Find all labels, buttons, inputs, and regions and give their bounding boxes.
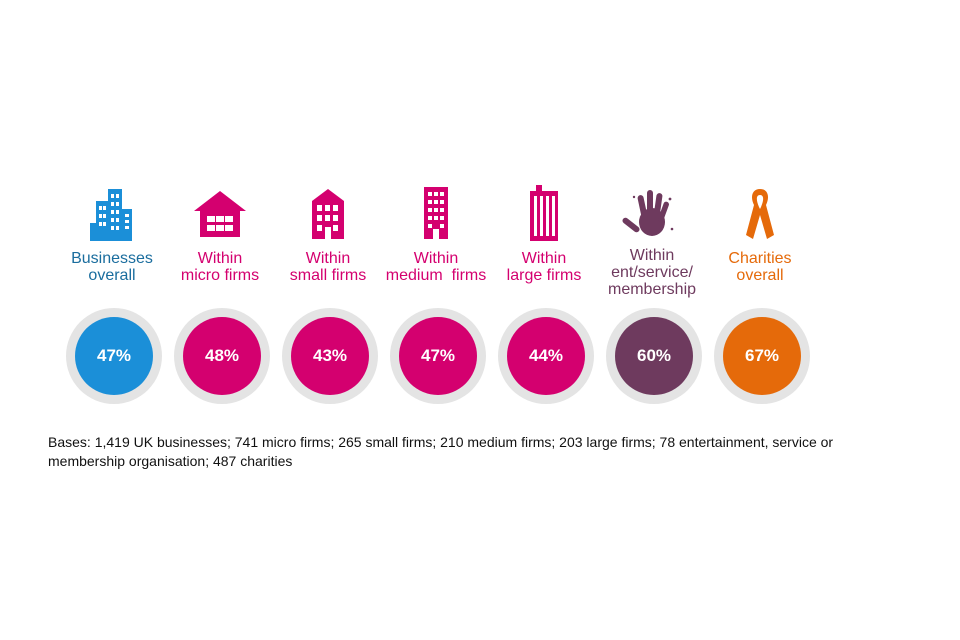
label-line: Within <box>413 250 459 267</box>
value-disc: 43% <box>291 317 369 395</box>
label-line: medium firms <box>385 267 487 284</box>
hand-print-icon <box>622 185 682 243</box>
label-line: Businesses <box>71 250 153 267</box>
category-label: Within medium firms <box>376 250 496 304</box>
value-disc: 44% <box>507 317 585 395</box>
category-label: Within ent/service/ membership <box>592 247 712 301</box>
value-ring: 43% <box>282 308 378 404</box>
office-building-icon <box>82 185 142 243</box>
column-businesses-overall: Businesses overall 47% <box>58 185 166 415</box>
value-ring: 60% <box>606 308 702 404</box>
value-ring: 48% <box>174 308 270 404</box>
bases-note: Bases: 1,419 UK businesses; 741 micro fi… <box>48 434 834 469</box>
value-disc: 47% <box>399 317 477 395</box>
house-icon <box>190 185 250 243</box>
category-label: Businesses overall <box>52 250 172 304</box>
value-ring: 47% <box>66 308 162 404</box>
label-line: Within <box>197 250 243 267</box>
category-label: Within small firms <box>268 250 388 304</box>
column-micro-firms: Within micro firms 48% <box>166 185 274 415</box>
value-ring: 44% <box>498 308 594 404</box>
value-disc: 67% <box>723 317 801 395</box>
tower-icon <box>514 185 574 243</box>
label-line: overall <box>736 267 784 284</box>
value-ring: 67% <box>714 308 810 404</box>
value-ring: 47% <box>390 308 486 404</box>
label-line: ent/service/ <box>611 264 693 281</box>
value-disc: 60% <box>615 317 693 395</box>
chart-columns: Businesses overall 47% Within micro firm… <box>58 185 818 415</box>
column-large-firms: Within large firms 44% <box>490 185 598 415</box>
category-label: Within micro firms <box>160 250 280 304</box>
label-line: Within <box>521 250 567 267</box>
medium-building-icon <box>406 185 466 243</box>
value-disc: 48% <box>183 317 261 395</box>
column-small-firms: Within small firms 43% <box>274 185 382 415</box>
label-line: Charities <box>728 250 792 267</box>
category-label: Within large firms <box>484 250 604 304</box>
value-disc: 47% <box>75 317 153 395</box>
label-line: large firms <box>506 267 582 284</box>
label-line: micro firms <box>180 267 260 284</box>
label-line: Within <box>629 247 675 264</box>
label-line: membership <box>607 281 697 298</box>
column-medium-firms: Within medium firms 47% <box>382 185 490 415</box>
category-label: Charities overall <box>700 250 820 304</box>
label-line: Within <box>305 250 351 267</box>
label-line: overall <box>88 267 136 284</box>
label-line: small firms <box>289 267 367 284</box>
small-building-icon <box>298 185 358 243</box>
ribbon-icon <box>730 185 790 243</box>
column-charities-overall: Charities overall 67% <box>706 185 814 415</box>
column-ent-service-membership: Within ent/service/ membership 60% <box>598 185 706 415</box>
